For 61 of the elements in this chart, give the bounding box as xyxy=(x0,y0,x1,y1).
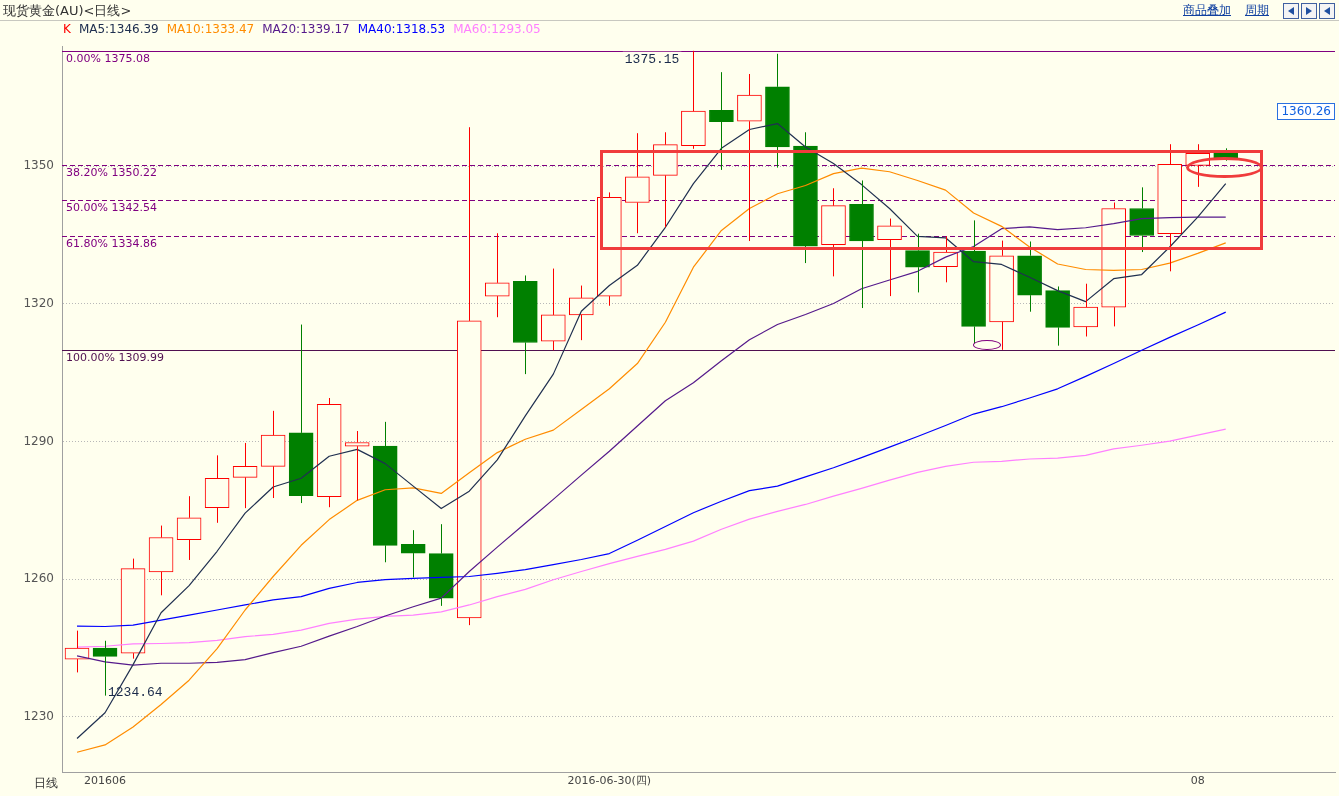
candlestick xyxy=(737,73,762,242)
annotation: 1375.15 xyxy=(624,52,680,68)
candlestick xyxy=(456,126,482,626)
candlestick xyxy=(428,523,454,607)
candlestick xyxy=(681,50,706,150)
text: MA60:1293.05 xyxy=(453,22,541,36)
x-tick-label: 2016-06-30(四) xyxy=(567,774,652,788)
text: MA5:1346.39 xyxy=(78,22,159,36)
candlestick xyxy=(288,324,314,504)
text: MA10:1333.47 xyxy=(166,22,255,36)
candlestick xyxy=(821,187,846,277)
candlestick xyxy=(540,268,566,351)
candlestick xyxy=(1017,241,1042,313)
x-tick-label: 201606 xyxy=(84,774,127,788)
candlestick xyxy=(400,529,426,578)
ref-line-label: 38.20% 1350.22 xyxy=(66,165,157,179)
text: MA40:1318.53 xyxy=(357,22,446,36)
text: MA20:1339.17 xyxy=(262,22,350,36)
candlestick xyxy=(1129,186,1155,253)
ref-line-label: 0.00% 1375.08 xyxy=(66,51,150,65)
candlestick xyxy=(793,131,818,264)
candlestick xyxy=(316,397,342,508)
candlestick xyxy=(1045,285,1070,347)
candlestick xyxy=(484,232,510,318)
ref-line-label: 50.00% 1342.54 xyxy=(66,200,157,214)
candlestick xyxy=(512,274,538,375)
candlestick xyxy=(121,558,145,660)
text: 1360.26 xyxy=(1277,103,1335,120)
candlestick xyxy=(1073,283,1098,337)
candlestick xyxy=(877,218,902,297)
candlestick xyxy=(989,240,1014,351)
y-tick-label: 1290 xyxy=(23,433,54,448)
candlestick xyxy=(372,421,398,563)
candlestick xyxy=(765,53,790,169)
y-tick-label: 1260 xyxy=(23,571,54,586)
candlestick xyxy=(1157,143,1183,272)
candlestick xyxy=(569,285,594,341)
candlestick xyxy=(344,430,370,501)
y-tick-label: 1350 xyxy=(23,158,54,173)
candlestick xyxy=(625,132,650,234)
ref-line-label: 100.00% 1309.99 xyxy=(66,350,164,364)
text: 商品叠加 xyxy=(1183,2,1231,19)
candlestick xyxy=(204,454,230,524)
candlestick xyxy=(961,219,986,344)
text: K xyxy=(63,22,71,36)
candlestick xyxy=(905,233,930,293)
candlestick xyxy=(849,179,874,309)
candlestick xyxy=(709,71,734,171)
x-axis-title: 日线 xyxy=(34,775,58,792)
candlestick xyxy=(176,495,202,561)
y-tick-label: 1320 xyxy=(23,296,54,311)
candlestick xyxy=(260,410,286,499)
candlestick xyxy=(148,525,174,596)
x-tick-label: 08 xyxy=(1190,774,1205,788)
candlestick xyxy=(232,442,258,509)
y-tick-label: 1230 xyxy=(23,709,54,724)
ref-line-label: 61.80% 1334.86 xyxy=(66,236,157,250)
text: 周期 xyxy=(1245,2,1269,19)
chart-title: 现货黄金(AU)<日线> xyxy=(3,2,132,20)
candlestick xyxy=(1101,201,1126,327)
candlestick xyxy=(653,131,678,228)
